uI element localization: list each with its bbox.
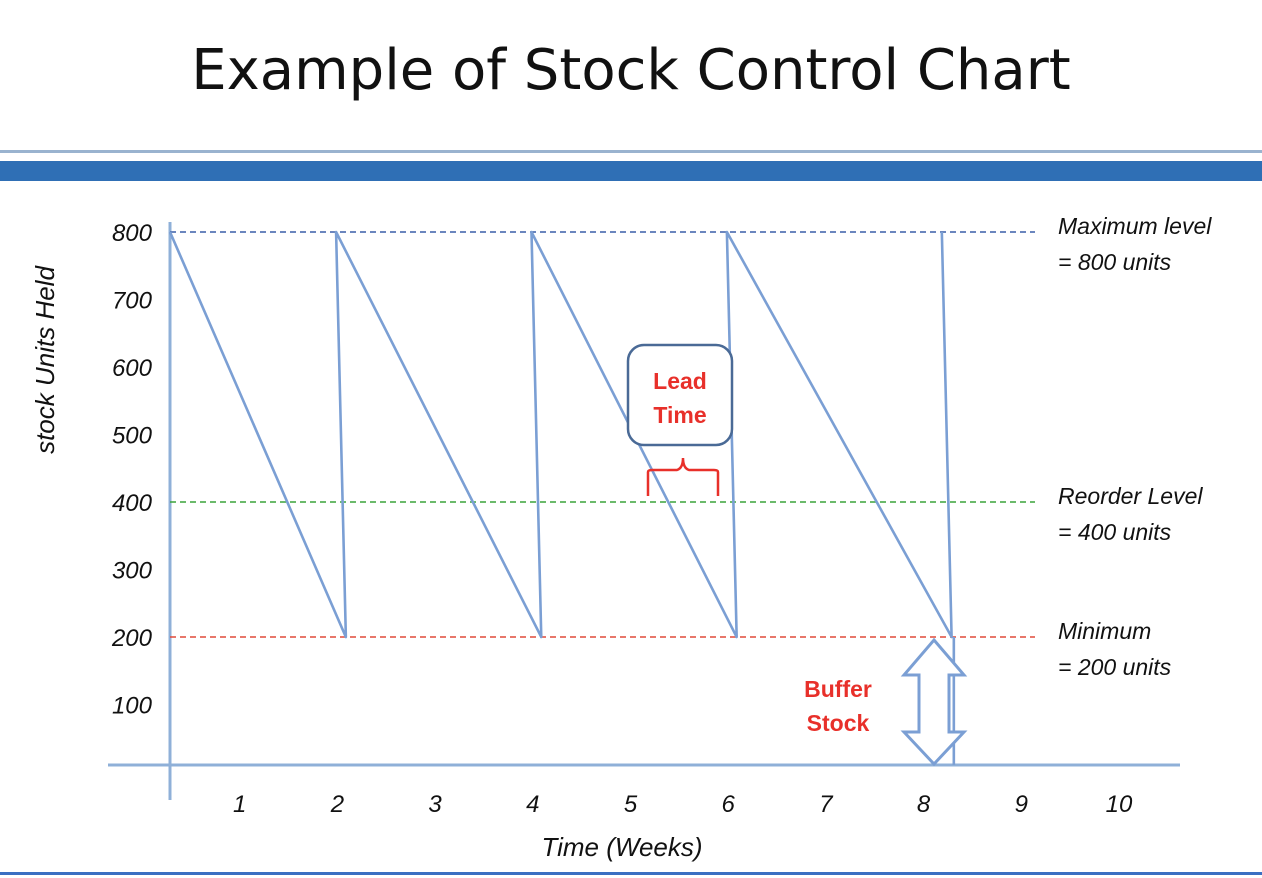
header-rule-thin	[0, 150, 1262, 153]
reference-label: = 200 units	[1058, 654, 1172, 680]
page-title: Example of Stock Control Chart	[191, 38, 1071, 103]
stock-level-line	[168, 230, 953, 639]
x-tick-label: 2	[330, 791, 344, 818]
y-tick-label: 300	[112, 558, 153, 585]
x-tick-label: 4	[526, 791, 539, 818]
x-tick-label: 9	[1015, 791, 1028, 818]
reference-label: Reorder Level	[1058, 483, 1203, 509]
x-tick-label: 10	[1106, 791, 1133, 818]
x-tick-label: 6	[722, 791, 736, 818]
reference-label: Minimum	[1058, 618, 1151, 644]
x-tick-label: 8	[917, 791, 931, 818]
y-axis-title: stock Units Held	[30, 265, 60, 454]
reference-label: = 400 units	[1058, 519, 1172, 545]
x-tick-label: 1	[233, 791, 246, 818]
y-tick-label: 100	[112, 693, 153, 720]
lead-time-callout	[626, 343, 734, 447]
lead-time-label: Time	[653, 402, 706, 428]
reference-label: = 800 units	[1058, 249, 1172, 275]
x-axis-title: Time (Weeks)	[541, 832, 702, 862]
x-tick-label: 3	[428, 791, 442, 818]
y-tick-label: 700	[112, 288, 153, 315]
x-tick-label: 5	[624, 791, 638, 818]
lead-time-label: Lead	[653, 368, 707, 394]
header-rule-thick	[0, 161, 1262, 181]
x-tick-label: 7	[819, 791, 834, 818]
y-tick-label: 600	[112, 355, 153, 382]
buffer-stock-label: Buffer	[804, 676, 872, 702]
y-tick-label: 400	[112, 490, 153, 517]
buffer-stock-label: Stock	[807, 710, 870, 736]
lead-time-bracket	[646, 457, 720, 496]
y-tick-label: 500	[112, 423, 153, 450]
buffer-stock-arrow	[900, 637, 968, 767]
y-tick-label: 800	[112, 220, 153, 247]
reference-label: Maximum level	[1058, 213, 1212, 239]
y-tick-label: 200	[111, 625, 153, 652]
footer-rule	[0, 872, 1262, 875]
